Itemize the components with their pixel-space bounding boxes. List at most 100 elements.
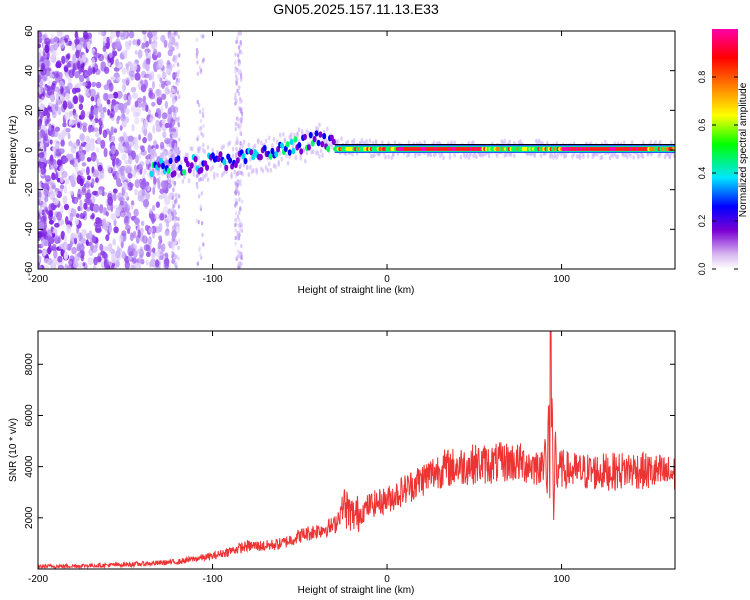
- noise-blob: [102, 45, 107, 53]
- spectrogram-y-tick-label: 60: [24, 25, 35, 37]
- ridge-haze: [629, 153, 632, 158]
- noise-blob: [239, 182, 242, 187]
- ridge-blob: [176, 155, 181, 162]
- noise-blob: [65, 73, 70, 79]
- noise-blob: [38, 191, 42, 199]
- noise-blob: [199, 69, 202, 75]
- noise-blob: [161, 80, 166, 90]
- noise-blob: [148, 248, 153, 254]
- noise-blob: [113, 226, 119, 234]
- noise-blob: [58, 243, 64, 250]
- ridge-haze: [274, 164, 277, 170]
- noise-blob: [50, 33, 54, 40]
- noise-blob: [148, 132, 151, 142]
- noise-blob: [172, 233, 175, 239]
- noise-blob: [71, 246, 77, 255]
- noise-blob: [77, 193, 82, 200]
- ridge-haze: [487, 153, 491, 159]
- noise-blob: [164, 100, 168, 109]
- noise-blob: [98, 53, 105, 62]
- noise-blob: [64, 263, 68, 269]
- noise-blob: [122, 31, 128, 38]
- noise-blob: [234, 223, 237, 228]
- noise-blob: [59, 166, 64, 171]
- ridge-blob: [193, 156, 198, 163]
- noise-blob: [48, 219, 54, 225]
- noise-blob: [38, 85, 43, 95]
- noise-blob: [142, 95, 146, 103]
- noise-blob: [240, 243, 243, 249]
- noise-blob: [86, 157, 92, 162]
- noise-blob: [45, 118, 50, 124]
- noise-blob: [127, 145, 132, 154]
- noise-blob: [236, 140, 239, 146]
- noise-blob: [38, 37, 43, 44]
- colorbar: 0.0 0.2 0.4 0.6 0.8 Normalized spectral ampl…: [697, 29, 749, 275]
- noise-blob: [237, 61, 240, 67]
- noise-blob: [163, 205, 169, 215]
- noise-blob: [128, 39, 132, 46]
- noise-blob: [174, 262, 177, 268]
- noise-blob: [196, 261, 199, 267]
- noise-blob: [177, 245, 180, 251]
- ridge-haze: [294, 155, 298, 161]
- noise-blob: [38, 52, 42, 61]
- noise-blob: [150, 258, 157, 268]
- noise-blob: [134, 50, 138, 55]
- noise-blob: [164, 230, 170, 237]
- noise-blob: [148, 92, 156, 100]
- noise-blob: [103, 66, 110, 74]
- noise-blob: [177, 69, 181, 74]
- noise-blob: [173, 41, 176, 47]
- noise-blob: [57, 264, 64, 269]
- ridge-haze: [205, 172, 208, 178]
- ridge-haze: [247, 142, 251, 148]
- noise-blob: [166, 64, 171, 70]
- noise-blob: [87, 257, 94, 265]
- noise-blob: [161, 93, 167, 100]
- noise-blob: [125, 142, 130, 149]
- noise-blob: [156, 89, 162, 99]
- noise-blob: [177, 118, 180, 123]
- snr-y-tick-label: 6000: [24, 404, 35, 427]
- noise-blob: [148, 227, 154, 234]
- ridge-haze: [508, 139, 511, 145]
- noise-blob: [50, 262, 57, 269]
- noise-blob: [151, 31, 158, 36]
- noise-blob: [115, 41, 122, 49]
- ridge-haze: [269, 167, 273, 173]
- ridge-blob: [149, 170, 154, 178]
- noise-blob: [47, 229, 52, 237]
- ridge-haze: [414, 153, 417, 159]
- noise-blob: [83, 40, 88, 50]
- spectrogram-x-tick-label: -200: [28, 274, 48, 285]
- noise-blob: [177, 204, 181, 209]
- noise-blob: [116, 90, 123, 99]
- ridge-haze: [247, 172, 251, 178]
- ridge-haze: [637, 153, 640, 159]
- ridge-haze: [242, 139, 246, 145]
- ridge-blob: [172, 170, 177, 177]
- ridge-haze: [206, 145, 210, 150]
- noise-blob: [239, 221, 242, 226]
- ridge-blob: [228, 157, 233, 164]
- snr-marks: [38, 331, 675, 569]
- noise-blob: [137, 102, 143, 108]
- noise-blob: [234, 60, 237, 65]
- noise-blob: [202, 34, 205, 39]
- spectrogram-marks: [38, 31, 675, 269]
- noise-blob: [93, 50, 98, 58]
- noise-blob: [62, 122, 67, 128]
- ridge-haze: [272, 136, 276, 142]
- ridge-blob: [258, 153, 263, 161]
- noise-blob: [54, 41, 59, 51]
- noise-blob: [201, 232, 204, 238]
- noise-blob: [139, 169, 143, 175]
- ridge-haze: [192, 172, 196, 177]
- ridge-haze: [326, 139, 329, 145]
- noise-blob: [171, 195, 174, 201]
- ridge-haze: [407, 140, 411, 145]
- noise-blob: [106, 36, 110, 44]
- noise-blob: [155, 201, 160, 208]
- noise-blob: [38, 221, 45, 230]
